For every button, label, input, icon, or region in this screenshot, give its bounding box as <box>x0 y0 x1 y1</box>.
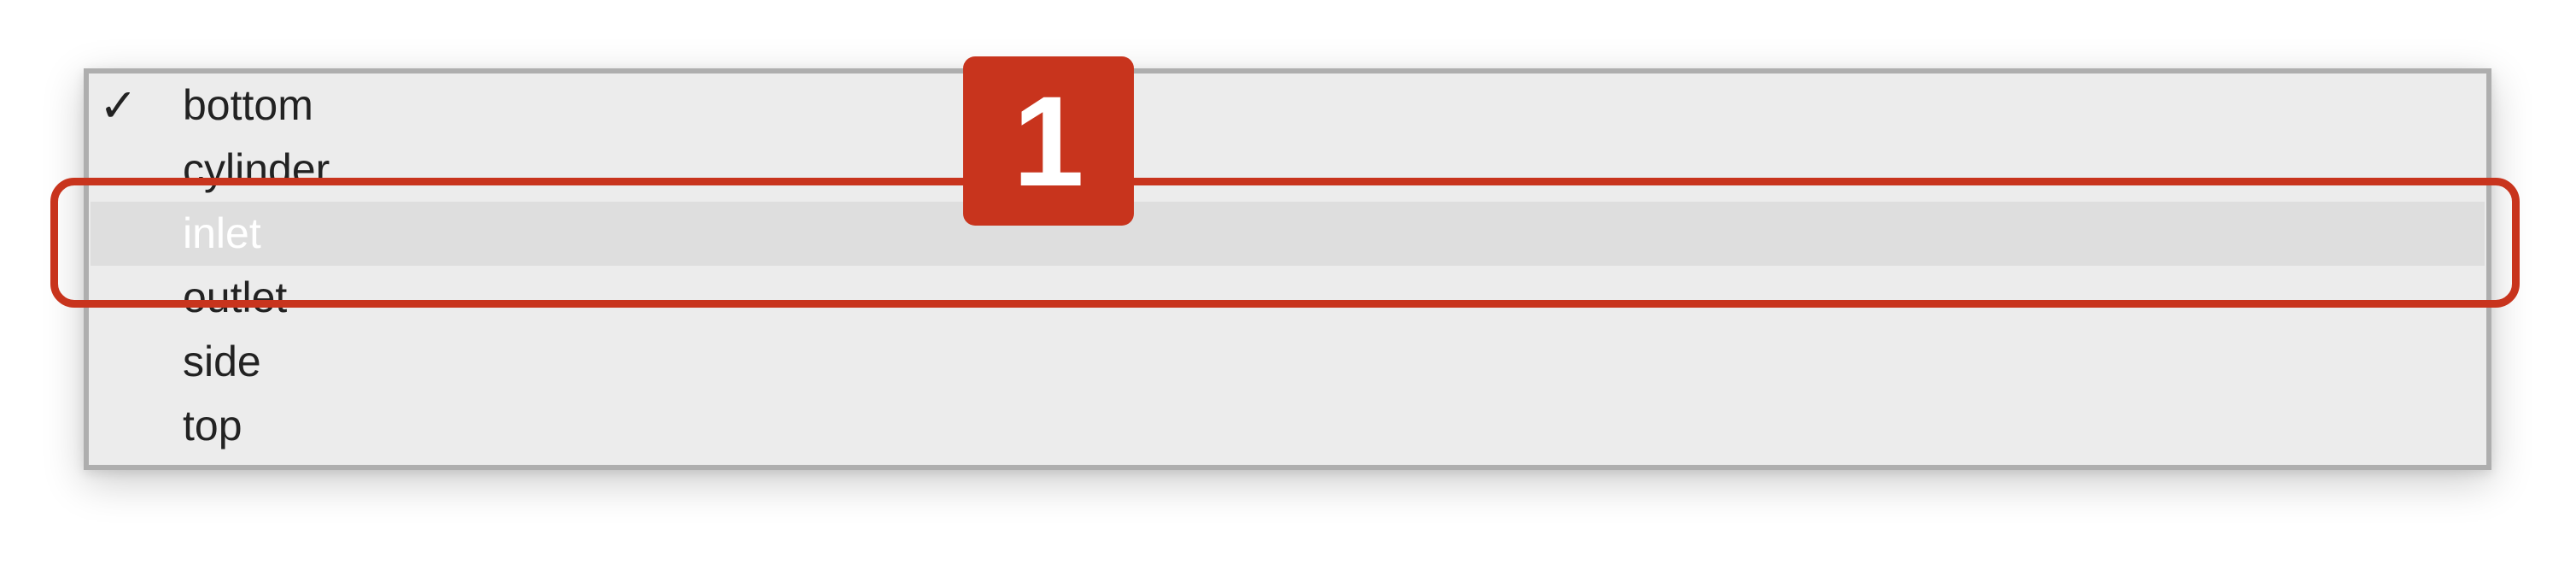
menu-item-label: outlet <box>183 273 288 321</box>
menu-item-label: bottom <box>183 81 313 129</box>
menu-item-inlet[interactable]: inlet <box>91 202 2485 266</box>
menu-item-label: inlet <box>183 209 261 257</box>
checkmark-icon: ✓ <box>99 79 138 132</box>
menu-item-outlet[interactable]: outlet <box>89 266 2486 330</box>
menu-item-top[interactable]: top <box>89 394 2486 458</box>
menu-item-side[interactable]: side <box>89 330 2486 394</box>
menu-item-label: side <box>183 338 261 385</box>
menu-item-label: top <box>183 402 242 450</box>
menu-item-bottom[interactable]: ✓ bottom <box>89 73 2486 138</box>
step-number-badge: 1 <box>963 56 1134 226</box>
annotation-highlight-frame <box>50 178 2520 308</box>
dropdown-menu: ✓ bottom cylinder inlet outlet side top <box>84 68 2491 470</box>
